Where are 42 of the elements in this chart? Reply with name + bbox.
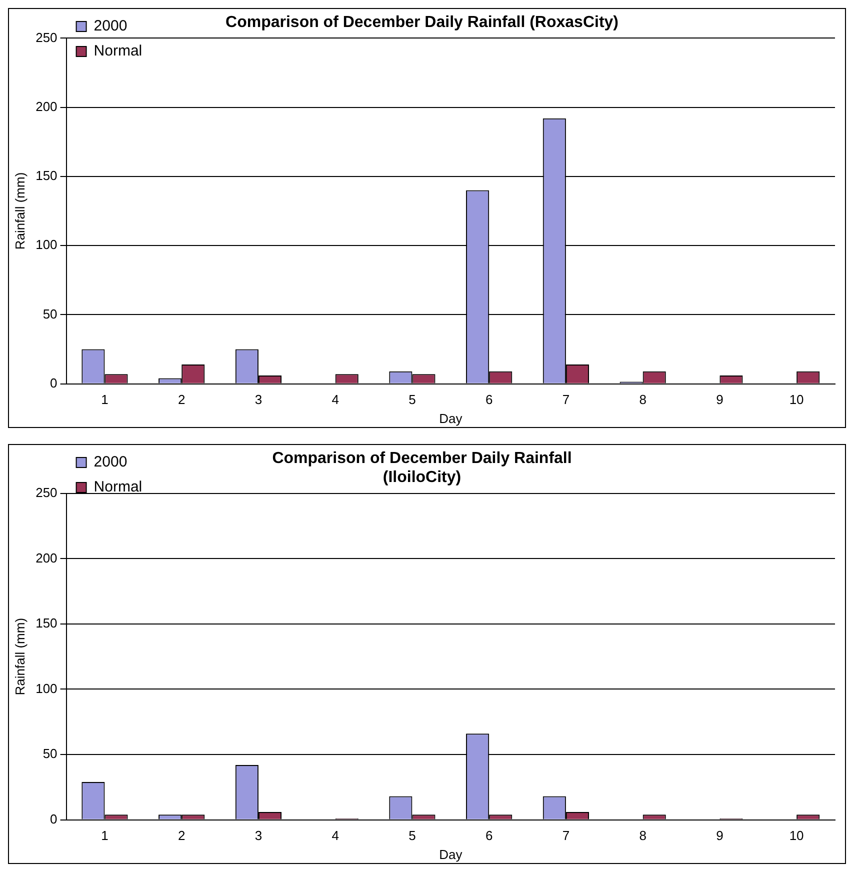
x-axis-title: Day: [439, 846, 463, 862]
x-tick-label: 5: [408, 392, 416, 408]
y-tick-label: 50: [42, 746, 58, 762]
x-tick-label: 10: [789, 828, 804, 844]
legend-label: 2000: [94, 454, 128, 471]
x-tick-label: 2: [178, 392, 186, 408]
chart-title: Comparison of December Daily Rainfall (IloiloCity): [272, 450, 572, 486]
y-tick-label: 200: [36, 550, 58, 566]
x-tick-label: 7: [562, 828, 570, 844]
y-tick-label: 250: [36, 484, 58, 500]
x-tick-label: 9: [716, 828, 724, 844]
x-tick-label: 10: [789, 392, 804, 408]
y-tick-label: 150: [36, 168, 58, 184]
y-tick-label: 200: [36, 98, 58, 114]
x-tick-label: 3: [254, 392, 262, 408]
y-axis-title: Rainfall (mm): [12, 172, 28, 250]
x-tick-label: 6: [485, 828, 493, 844]
legend-label: 2000: [94, 18, 128, 35]
x-tick-label: 1: [101, 392, 108, 408]
x-tick-label: 4: [332, 828, 339, 844]
x-tick-label: 9: [716, 392, 724, 408]
y-axis-title: Rainfall (mm): [12, 618, 28, 696]
y-tick-label: 250: [36, 30, 58, 45]
x-tick-label: 1: [101, 828, 108, 844]
legend-label: Normal: [94, 478, 142, 496]
chart-title: Comparison of December Daily Rainfall (RoxasCity): [226, 14, 618, 32]
y-tick-label: 50: [42, 306, 58, 322]
y-tick-label: 100: [36, 680, 58, 696]
x-axis-title: Day: [439, 410, 463, 426]
x-tick-label: 2: [178, 828, 186, 844]
x-tick-label: 4: [332, 392, 339, 408]
y-tick-label: 0: [50, 811, 58, 826]
legend-label: Normal: [94, 42, 142, 60]
y-tick-label: 100: [36, 237, 58, 252]
x-tick-label: 6: [485, 392, 493, 408]
y-tick-label: 150: [36, 616, 58, 631]
x-tick-label: 7: [562, 392, 570, 408]
x-tick-label: 3: [254, 828, 262, 844]
y-tick-label: 0: [50, 375, 58, 390]
x-tick-label: 5: [408, 828, 416, 844]
x-tick-label: 8: [639, 392, 646, 408]
x-tick-label: 8: [639, 828, 646, 844]
